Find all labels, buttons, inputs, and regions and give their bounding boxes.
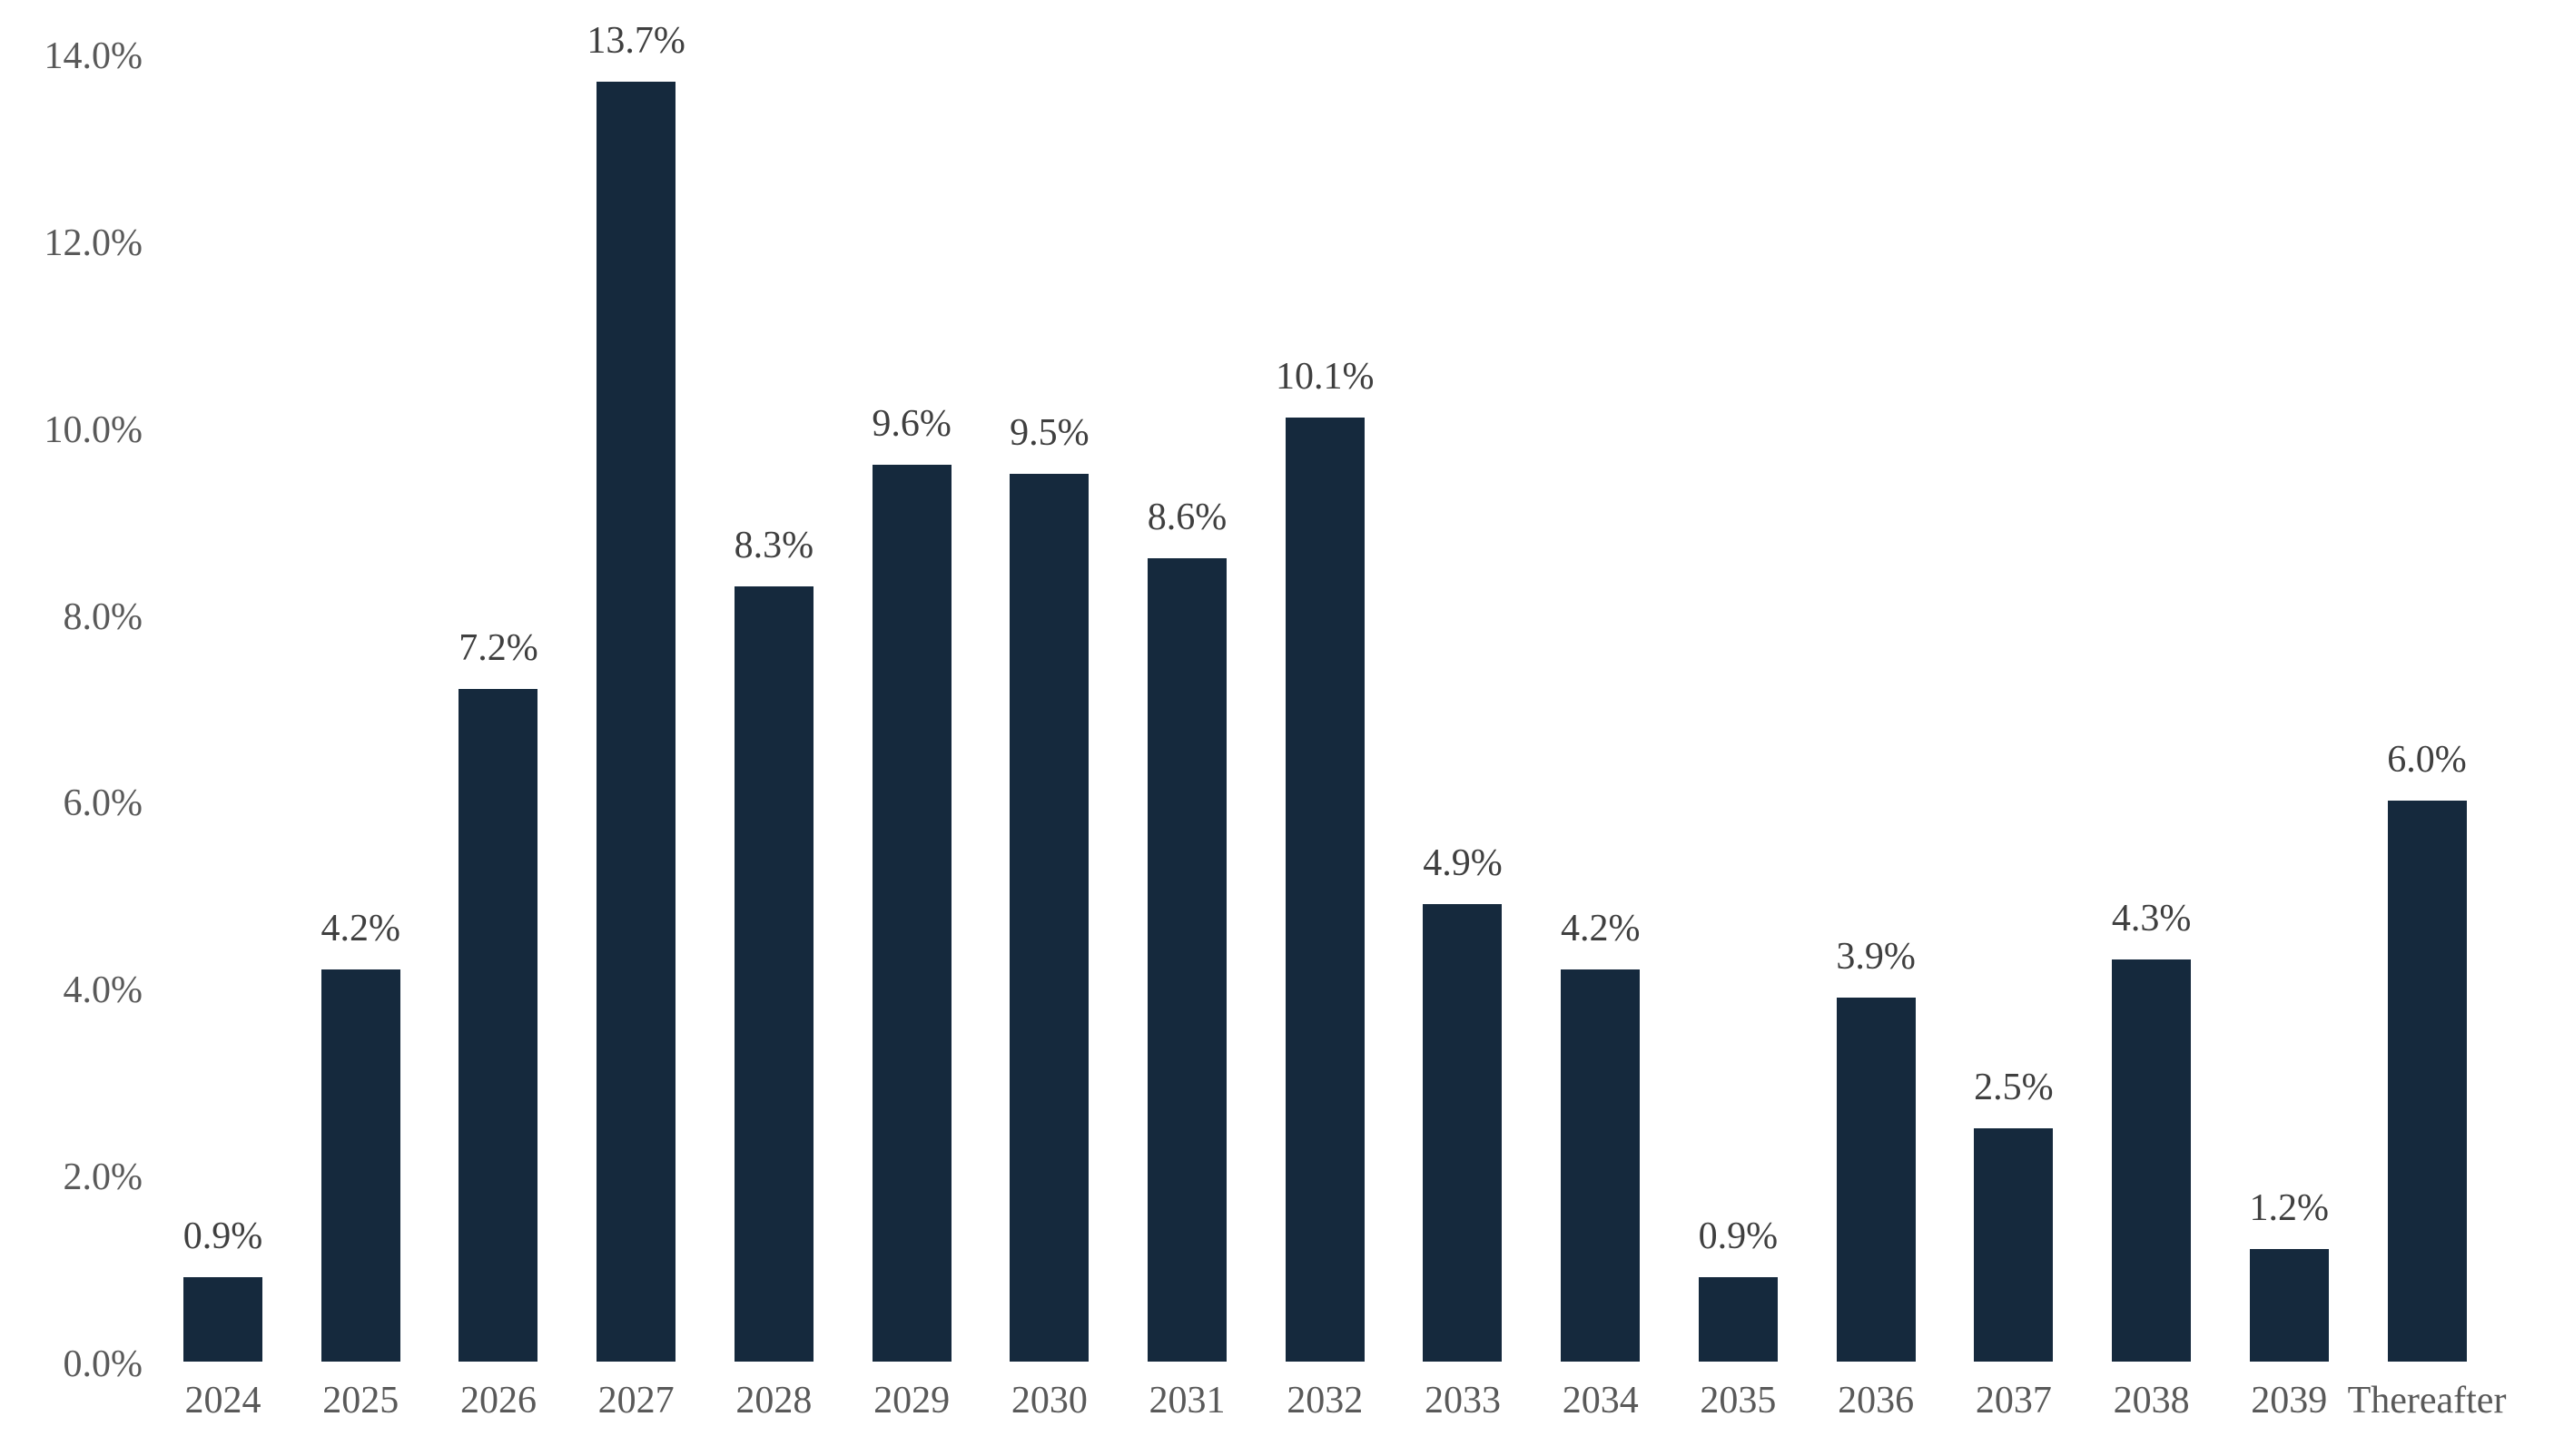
value-label-2031: 8.6% — [1147, 496, 1228, 538]
value-label-Thereafter: 6.0% — [2387, 739, 2467, 782]
value-label-2028: 8.3% — [734, 524, 814, 566]
value-label-2036: 3.9% — [1836, 935, 1916, 978]
value-label-2029: 9.6% — [872, 402, 952, 445]
x-tick-label-2027: 2027 — [597, 1380, 675, 1422]
bar-2036 — [1836, 997, 1916, 1362]
x-tick-label-2032: 2032 — [1287, 1380, 1364, 1422]
x-tick-label-2033: 2033 — [1424, 1380, 1501, 1422]
value-label-2033: 4.9% — [1423, 841, 1503, 884]
bar-2026 — [459, 688, 538, 1362]
bar-2039 — [2249, 1249, 2329, 1362]
x-tick-label-2026: 2026 — [459, 1380, 537, 1422]
x-tick-label-Thereafter: Thereafter — [2347, 1380, 2507, 1422]
y-tick-label: 6.0% — [63, 782, 143, 825]
y-tick-label: 4.0% — [63, 969, 143, 1012]
x-tick-label-2039: 2039 — [2251, 1380, 2328, 1422]
x-tick-label-2031: 2031 — [1149, 1380, 1226, 1422]
y-tick-label: 8.0% — [63, 595, 143, 638]
bar-2028 — [734, 585, 814, 1362]
y-tick-label: 10.0% — [44, 408, 143, 451]
bar-2025 — [320, 969, 400, 1362]
y-tick-label: 14.0% — [44, 35, 143, 77]
x-tick-label-2036: 2036 — [1838, 1380, 1915, 1422]
value-label-2024: 0.9% — [182, 1215, 263, 1258]
bar-Thereafter — [2387, 801, 2467, 1362]
value-label-2035: 0.9% — [1698, 1215, 1779, 1258]
bar-2034 — [1561, 969, 1641, 1362]
x-tick-label-2030: 2030 — [1011, 1380, 1088, 1422]
value-label-2025: 4.2% — [320, 907, 400, 949]
x-tick-label-2037: 2037 — [1975, 1380, 2052, 1422]
value-label-2026: 7.2% — [459, 626, 538, 669]
bar-2029 — [872, 464, 952, 1362]
y-tick-label: 12.0% — [44, 221, 143, 264]
value-label-2032: 10.1% — [1276, 356, 1375, 398]
y-tick-label: 2.0% — [63, 1156, 143, 1199]
x-tick-label-2035: 2035 — [1700, 1380, 1777, 1422]
value-label-2039: 1.2% — [2249, 1187, 2330, 1230]
bar-2027 — [597, 81, 676, 1362]
x-tick-label-2034: 2034 — [1562, 1380, 1639, 1422]
x-tick-label-2025: 2025 — [322, 1380, 399, 1422]
x-tick-label-2038: 2038 — [2113, 1380, 2190, 1422]
bar-2033 — [1423, 903, 1503, 1362]
x-tick-label-2028: 2028 — [735, 1380, 813, 1422]
value-label-2030: 9.5% — [1010, 412, 1090, 455]
bar-2031 — [1148, 557, 1228, 1362]
bar-2035 — [1698, 1277, 1778, 1362]
value-label-2038: 4.3% — [2111, 898, 2192, 940]
x-tick-label-2024: 2024 — [184, 1380, 261, 1422]
bar-2024 — [183, 1277, 262, 1362]
value-label-2037: 2.5% — [1974, 1066, 2054, 1108]
value-label-2027: 13.7% — [587, 19, 685, 62]
bar-2032 — [1285, 418, 1365, 1362]
bar-2030 — [1010, 474, 1090, 1362]
bar-2037 — [1974, 1127, 2054, 1362]
x-tick-label-2029: 2029 — [873, 1380, 951, 1422]
bar-2038 — [2112, 959, 2192, 1362]
y-tick-label: 0.0% — [63, 1343, 143, 1385]
value-label-2034: 4.2% — [1560, 907, 1641, 949]
